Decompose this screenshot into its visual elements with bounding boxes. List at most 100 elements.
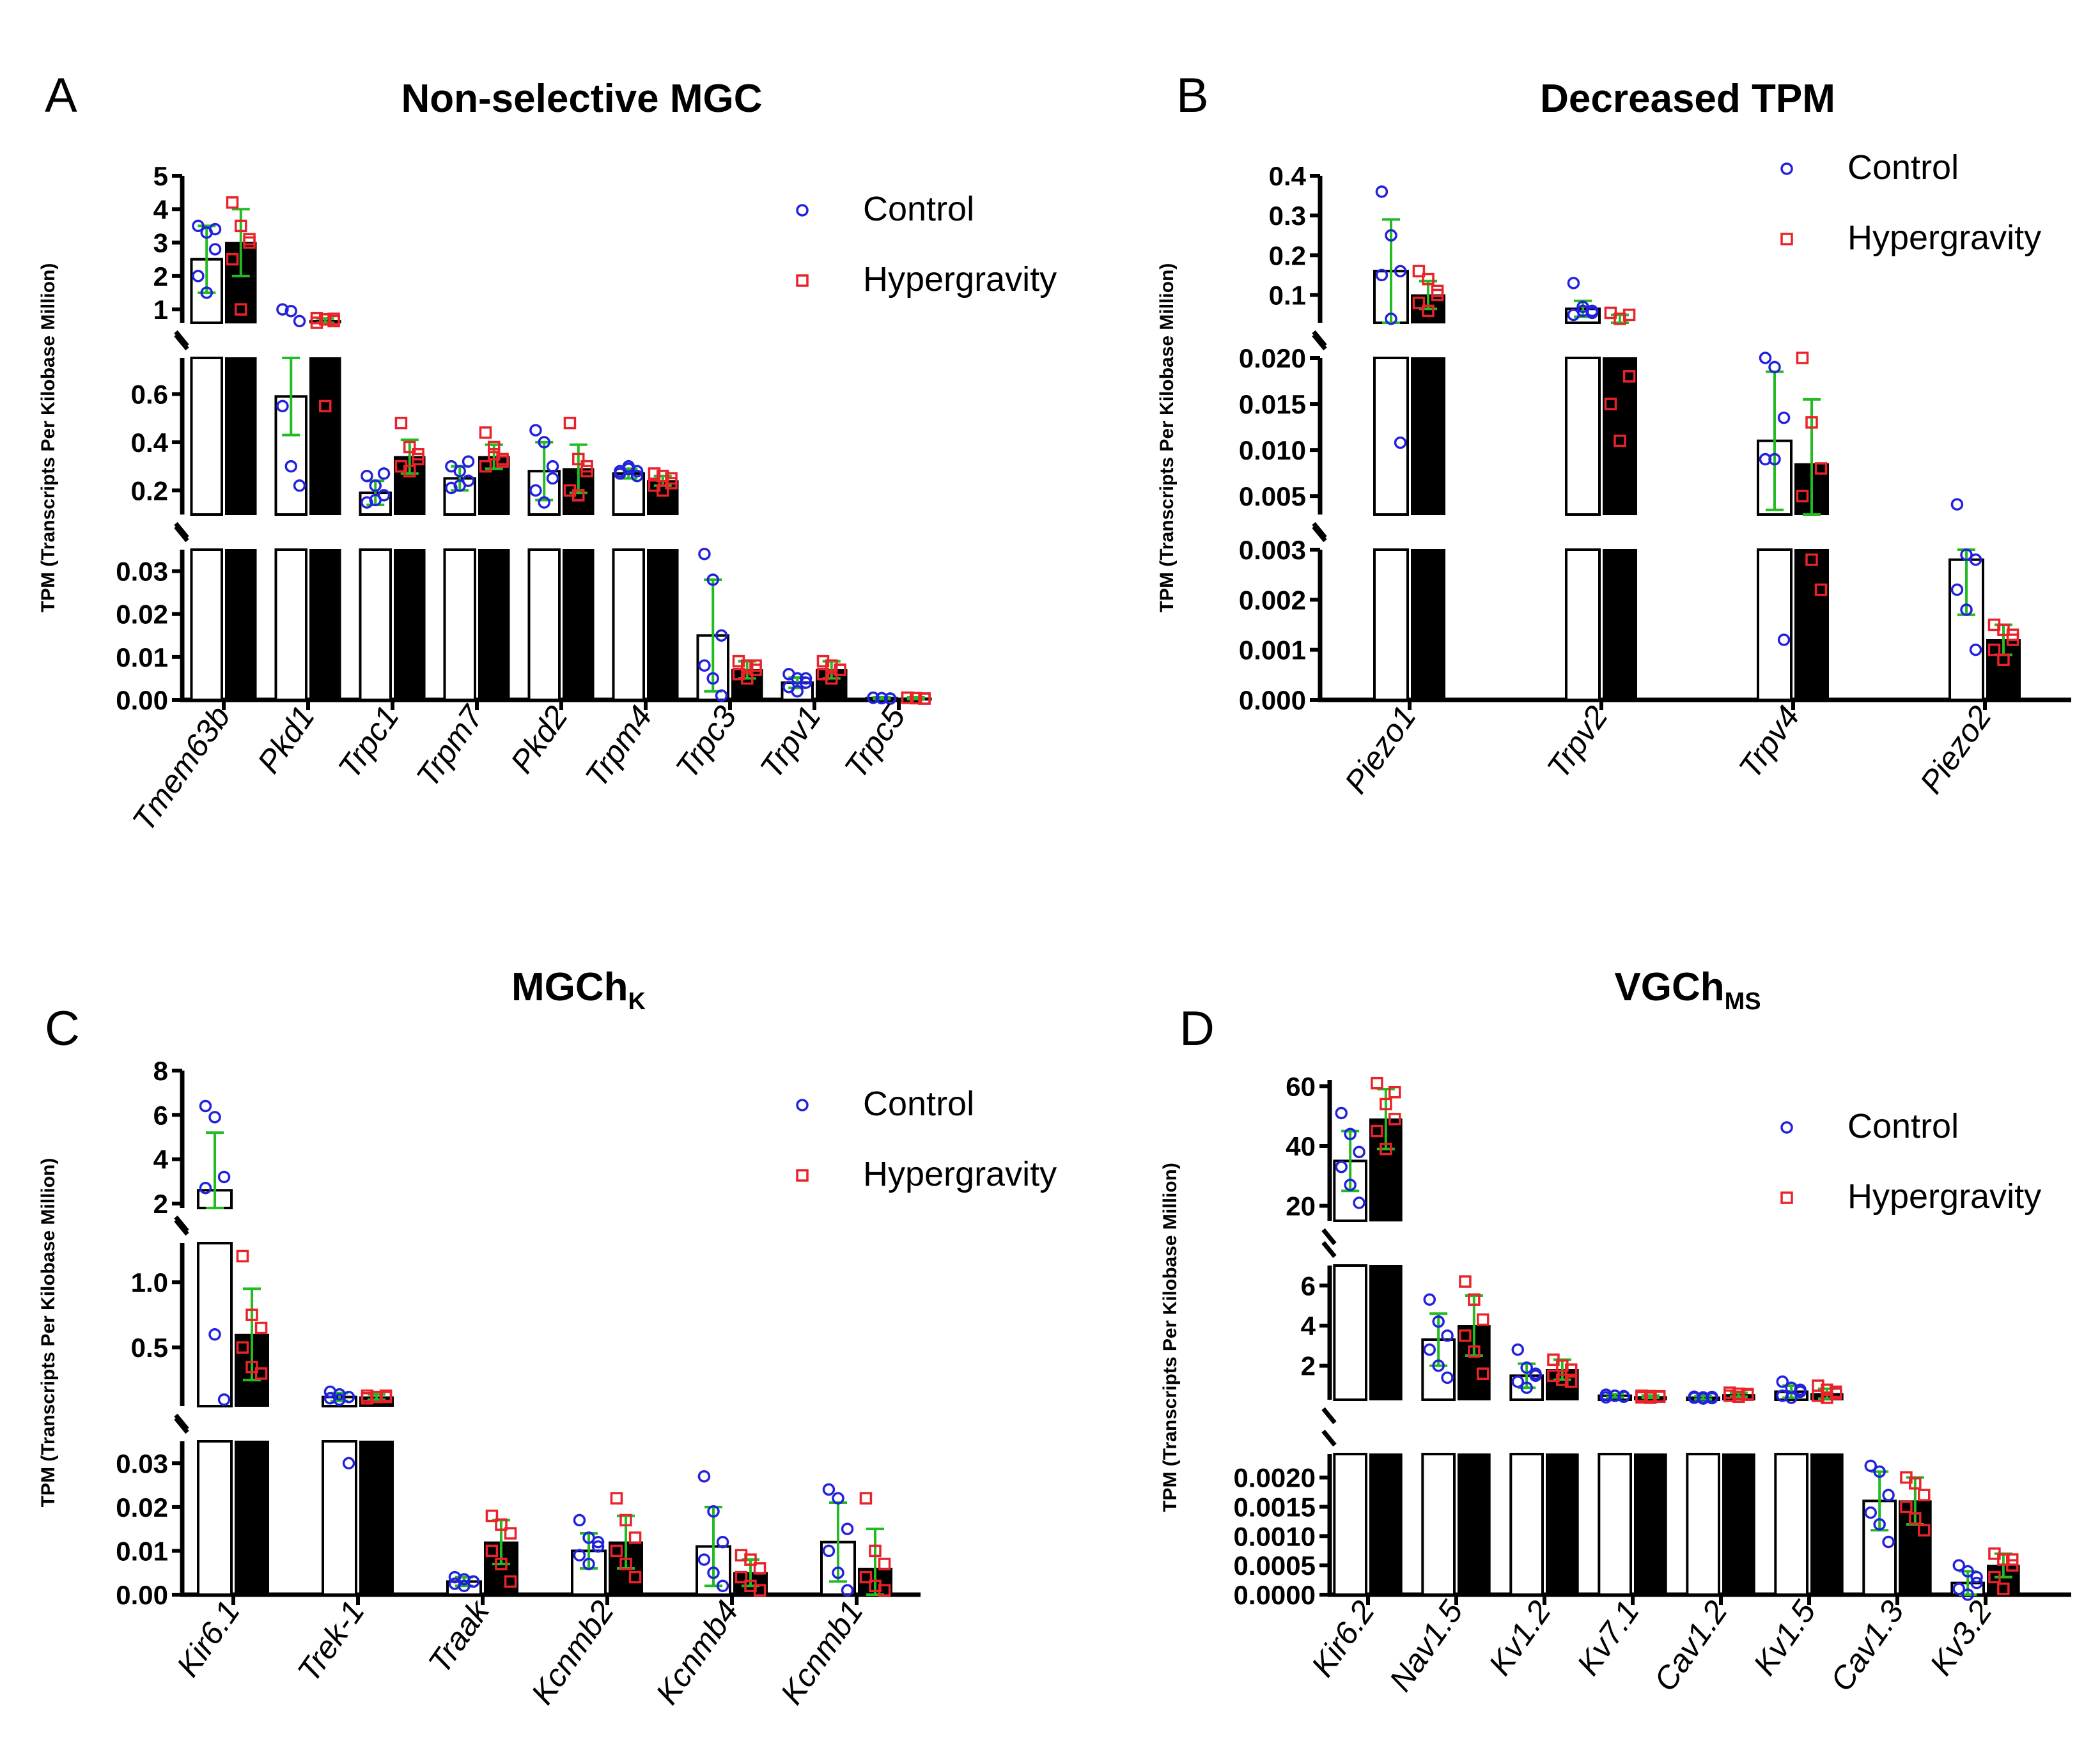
y-tick-label: 0.003 bbox=[1239, 535, 1306, 565]
data-point-hypergravity bbox=[563, 417, 577, 430]
data-point-control bbox=[538, 496, 550, 509]
data-point-control bbox=[573, 1514, 586, 1527]
data-point-hypergravity bbox=[1987, 643, 2001, 656]
data-point-control bbox=[1423, 1293, 1436, 1306]
data-point-control bbox=[284, 304, 297, 318]
panel-title-main: MGCh bbox=[511, 965, 628, 1009]
data-point-control bbox=[1385, 229, 1397, 242]
y-tick-label: 4 bbox=[153, 1145, 169, 1175]
data-point-hypergravity bbox=[859, 1570, 873, 1584]
data-point-hypergravity bbox=[403, 440, 416, 454]
data-point-control bbox=[1777, 411, 1791, 424]
data-point-hypergravity bbox=[1732, 1390, 1745, 1404]
data-point-control bbox=[377, 467, 391, 480]
bar-control bbox=[359, 548, 392, 701]
data-point-control bbox=[883, 692, 897, 705]
data-point-hypergravity bbox=[488, 448, 501, 461]
category-group: Trek-1 bbox=[290, 1385, 394, 1689]
data-point-hypergravity bbox=[665, 472, 678, 485]
y-tick-label: 2 bbox=[153, 261, 168, 291]
bar-hypergravity bbox=[309, 357, 341, 515]
bar-control bbox=[1598, 1453, 1633, 1596]
y-tick-label: 0.2 bbox=[1269, 240, 1306, 270]
data-point-control bbox=[1520, 1381, 1533, 1394]
bar-control bbox=[190, 357, 224, 516]
data-point-hypergravity bbox=[1388, 1113, 1401, 1126]
data-point-hypergravity bbox=[327, 312, 340, 325]
data-point-control bbox=[1777, 633, 1791, 646]
bar-hypergravity bbox=[1369, 1265, 1403, 1400]
data-point-hypergravity bbox=[1830, 1385, 1842, 1398]
y-tick-label: 0.6 bbox=[131, 380, 168, 410]
y-tick-label: 0.01 bbox=[116, 1536, 168, 1566]
data-point-control bbox=[822, 1544, 836, 1558]
category-label: Trpc5 bbox=[837, 699, 912, 785]
category-group: Piezo2 bbox=[1913, 498, 2021, 800]
legend-control-label: Control bbox=[1847, 1107, 1959, 1145]
y-tick-label: 0.0005 bbox=[1234, 1551, 1316, 1581]
data-point-control bbox=[591, 1535, 605, 1549]
data-point-control bbox=[546, 460, 559, 473]
data-point-hypergravity bbox=[1805, 416, 1818, 429]
category-label: Trpc1 bbox=[331, 699, 406, 785]
y-tick-label: 0.010 bbox=[1239, 435, 1306, 465]
bar-control bbox=[1373, 357, 1409, 516]
data-point-control bbox=[1882, 1535, 1895, 1549]
bar-hypergravity bbox=[359, 1441, 394, 1595]
data-point-hypergravity bbox=[1796, 352, 1809, 364]
data-point-hypergravity bbox=[878, 1558, 891, 1570]
data-point-hypergravity bbox=[2006, 628, 2019, 641]
panel-d: D VGChMS TPM (Transcripts Per Kilobase Mil… bbox=[1160, 965, 2071, 1698]
category-label: Piezo1 bbox=[1337, 699, 1423, 800]
data-point-control bbox=[1970, 1576, 1983, 1590]
data-point-control bbox=[1432, 1359, 1445, 1372]
category-label: Trpv4 bbox=[1732, 699, 1807, 785]
data-point-control bbox=[1961, 1588, 1974, 1601]
data-point-hypergravity bbox=[1477, 1313, 1489, 1326]
category-label: Kir6.2 bbox=[1304, 1594, 1381, 1683]
legend-hypergravity-label: Hypergravity bbox=[863, 1155, 1057, 1193]
axis-break-mark bbox=[1312, 333, 1327, 351]
data-point-hypergravity bbox=[495, 1518, 508, 1531]
data-point-hypergravity bbox=[741, 672, 754, 685]
data-point-hypergravity bbox=[901, 691, 914, 704]
data-point-control bbox=[706, 672, 719, 685]
data-point-hypergravity bbox=[235, 303, 247, 316]
panel-title: VGChMS bbox=[1614, 965, 1761, 1015]
data-point-control bbox=[591, 1540, 605, 1553]
data-point-hypergravity bbox=[619, 1514, 632, 1527]
panel-title: Non-selective MGC bbox=[401, 77, 762, 121]
data-point-control bbox=[1353, 1196, 1365, 1209]
data-point-hypergravity bbox=[485, 1509, 499, 1522]
category-label: Trpv2 bbox=[1540, 699, 1615, 785]
bar-control bbox=[443, 548, 476, 701]
data-point-control bbox=[582, 1558, 595, 1570]
data-point-control bbox=[1882, 1489, 1895, 1501]
data-point-hypergravity bbox=[226, 252, 239, 266]
data-point-control bbox=[192, 270, 205, 283]
data-point-hypergravity bbox=[1918, 1489, 1931, 1501]
data-point-hypergravity bbox=[495, 1558, 508, 1570]
data-point-hypergravity bbox=[235, 219, 247, 233]
data-point-hypergravity bbox=[1371, 1076, 1383, 1090]
data-point-control bbox=[208, 1111, 221, 1124]
data-point-control bbox=[1394, 265, 1407, 277]
data-point-control bbox=[369, 479, 382, 492]
data-point-control bbox=[199, 1099, 212, 1113]
legend-hypergravity-marker bbox=[796, 1169, 809, 1182]
y-tick-label: 0.00 bbox=[116, 685, 168, 715]
data-point-hypergravity bbox=[1422, 304, 1435, 318]
data-point-hypergravity bbox=[1918, 1524, 1931, 1537]
data-point-hypergravity bbox=[236, 1250, 249, 1263]
category-label: Kv1.5 bbox=[1746, 1594, 1823, 1682]
data-point-hypergravity bbox=[1644, 1391, 1657, 1404]
data-point-control bbox=[832, 1492, 844, 1505]
category-group: Kir6.2 bbox=[1304, 1076, 1403, 1683]
panel-letter: A bbox=[45, 68, 77, 123]
data-point-hypergravity bbox=[628, 1531, 642, 1544]
y-tick-label: 0.01 bbox=[116, 642, 168, 672]
data-point-hypergravity bbox=[485, 1544, 499, 1558]
data-point-hypergravity bbox=[1371, 1124, 1383, 1138]
data-point-hypergravity bbox=[657, 469, 669, 483]
data-point-hypergravity bbox=[1909, 1512, 1922, 1525]
